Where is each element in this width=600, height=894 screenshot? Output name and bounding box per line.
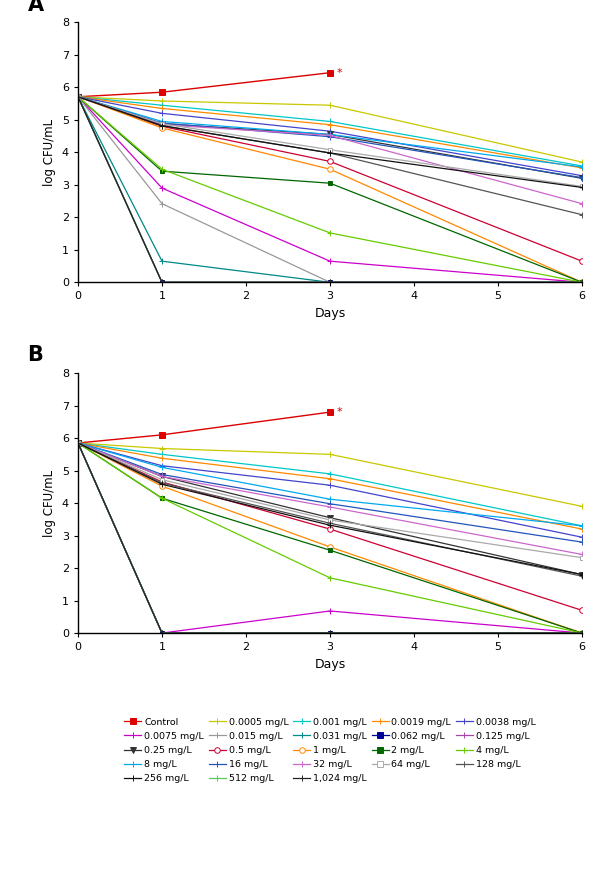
Text: A: A	[28, 0, 44, 14]
X-axis label: Days: Days	[314, 307, 346, 320]
Y-axis label: log CFU/mL: log CFU/mL	[43, 469, 56, 536]
Y-axis label: log CFU/mL: log CFU/mL	[43, 119, 56, 186]
Text: *: *	[337, 68, 343, 78]
Legend: Control, 0.0075 mg/L, 0.25 mg/L, 8 mg/L, 256 mg/L, 0.0005 mg/L, 0.015 mg/L, 0.5 : Control, 0.0075 mg/L, 0.25 mg/L, 8 mg/L,…	[122, 716, 538, 785]
Text: B: B	[28, 345, 43, 366]
Text: *: *	[337, 407, 343, 417]
X-axis label: Days: Days	[314, 658, 346, 670]
